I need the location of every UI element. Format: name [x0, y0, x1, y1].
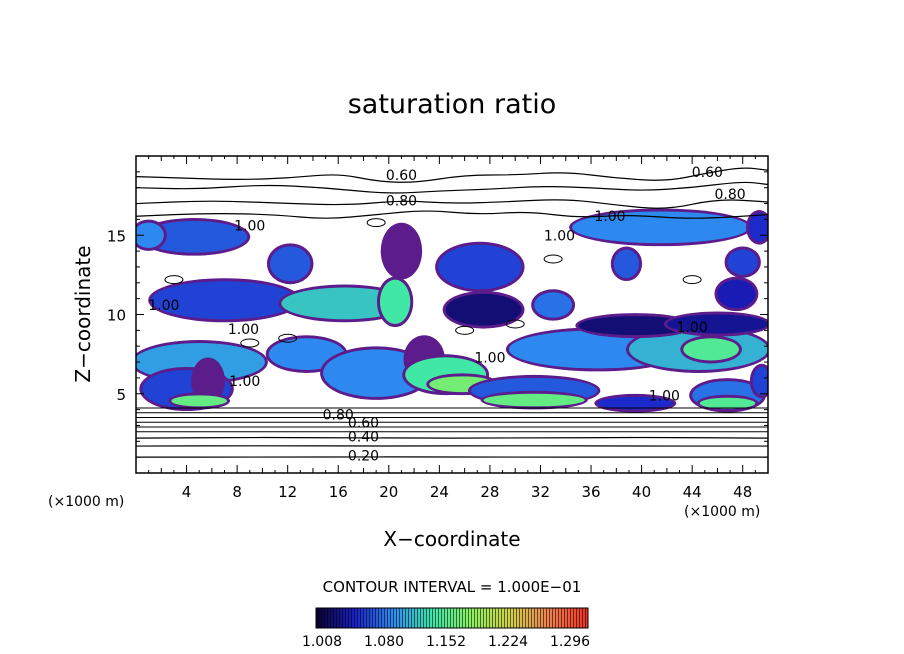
saturation-region [572, 211, 750, 244]
contour-label: 1.00 [677, 320, 708, 336]
x-tick-label: 20 [379, 483, 398, 501]
contour-label: 0.80 [386, 193, 417, 209]
saturation-region [445, 293, 522, 326]
x-axis-label: X−coordinate [383, 527, 520, 551]
x-tick-label: 28 [480, 483, 499, 501]
x-tick-label: 16 [329, 483, 348, 501]
contour-line [543, 254, 563, 264]
contour-line [505, 319, 525, 329]
contour-line [240, 338, 260, 348]
x-tick-label: 36 [581, 483, 600, 501]
x-tick-label: 4 [182, 483, 192, 501]
contour-label: 1.00 [234, 219, 265, 235]
saturation-region [752, 366, 768, 396]
contour-line [455, 325, 475, 335]
colorbar-tick-label: 1.296 [550, 634, 590, 650]
colorbar: 1.008 1.080 1.152 1.224 1.296 [302, 607, 590, 650]
contour-label: 0.80 [323, 407, 354, 423]
contour-labels: 0.60 0.600.80 0.801.001.001.001.001.001.00… [148, 165, 745, 465]
x-unit-left: (×1000 m) [48, 494, 124, 510]
saturation-region [194, 360, 222, 402]
saturation-region [666, 314, 768, 334]
y-axis-ticks: 5 10 15 [107, 171, 768, 458]
x-tick-label: 12 [278, 483, 297, 501]
saturation-region [683, 338, 739, 361]
saturation-region [597, 396, 674, 410]
contour-label: 1.00 [544, 228, 575, 244]
contour-interval-note: CONTOUR INTERVAL = 1.000E−01 [323, 578, 582, 596]
saturation-region [727, 249, 758, 275]
contour-line [136, 199, 768, 209]
contour-label: 1.00 [474, 350, 505, 366]
colorbar-tick-label: 1.224 [488, 634, 528, 650]
y-tick-label: 15 [107, 227, 126, 245]
saturation-region [141, 220, 248, 253]
x-axis-ticks: 4 8 12 16 20 24 28 32 36 40 44 48 [148, 156, 756, 501]
saturation-region [483, 393, 585, 407]
saturation-region [151, 281, 298, 320]
y-axis-label: Z−coordinate [71, 245, 95, 382]
contour-label: 1.00 [649, 388, 680, 404]
contour-line [366, 218, 386, 228]
saturation-region [269, 246, 311, 282]
contour-label: 0.60 [348, 415, 379, 431]
x-unit-right: (×1000 m) [684, 504, 760, 520]
colorbar-bands [316, 608, 588, 628]
saturation-region [613, 249, 640, 279]
contour-label: 1.00 [229, 374, 260, 390]
colorbar-tick-label: 1.008 [302, 634, 342, 650]
saturation-region [383, 225, 420, 277]
saturation-region [323, 349, 430, 397]
colorbar-frame [315, 607, 589, 629]
contour-label: 1.00 [148, 298, 179, 314]
contour-line [164, 275, 184, 285]
saturation-region [281, 287, 408, 320]
contour-line [136, 181, 768, 194]
saturation-field [136, 208, 768, 413]
x-tick-label: 24 [430, 483, 449, 501]
saturation-region [749, 213, 768, 242]
x-tick-label: 48 [733, 483, 752, 501]
contour-label: 0.60 [386, 168, 417, 184]
chart-title: saturation ratio [348, 89, 557, 120]
y-tick-label: 10 [107, 307, 126, 325]
contour-label: 1.00 [594, 209, 625, 225]
saturation-region [379, 279, 411, 325]
colorbar-tick-labels: 1.008 1.080 1.152 1.224 1.296 [302, 634, 590, 650]
contour-label: 0.80 [714, 187, 745, 203]
x-tick-label: 8 [232, 483, 242, 501]
saturation-region [578, 316, 693, 336]
colorbar-tick-label: 1.080 [364, 634, 404, 650]
y-tick-label: 5 [116, 386, 126, 404]
contour-lines [136, 167, 768, 458]
colorbar-tick-label: 1.152 [426, 634, 466, 650]
saturation-region [171, 395, 228, 407]
contour-label: 0.40 [348, 430, 379, 446]
x-tick-label: 44 [683, 483, 702, 501]
contour-label: 0.20 [348, 449, 379, 465]
saturation-region [136, 222, 164, 248]
saturation-region [699, 397, 756, 409]
saturation-region [717, 279, 756, 309]
x-tick-label: 40 [632, 483, 651, 501]
x-tick-label: 32 [531, 483, 550, 501]
contour-line [682, 275, 702, 285]
contour-label: 0.60 [692, 165, 723, 181]
contour-line [136, 210, 768, 219]
contour-line [278, 333, 298, 343]
contour-label: 1.00 [228, 322, 259, 338]
saturation-region [438, 244, 522, 290]
saturation-region [534, 292, 573, 318]
plot-area: 0.60 0.600.80 0.801.001.001.001.001.001.00… [107, 155, 769, 501]
contour-line [136, 167, 768, 183]
contour-line [136, 436, 768, 439]
